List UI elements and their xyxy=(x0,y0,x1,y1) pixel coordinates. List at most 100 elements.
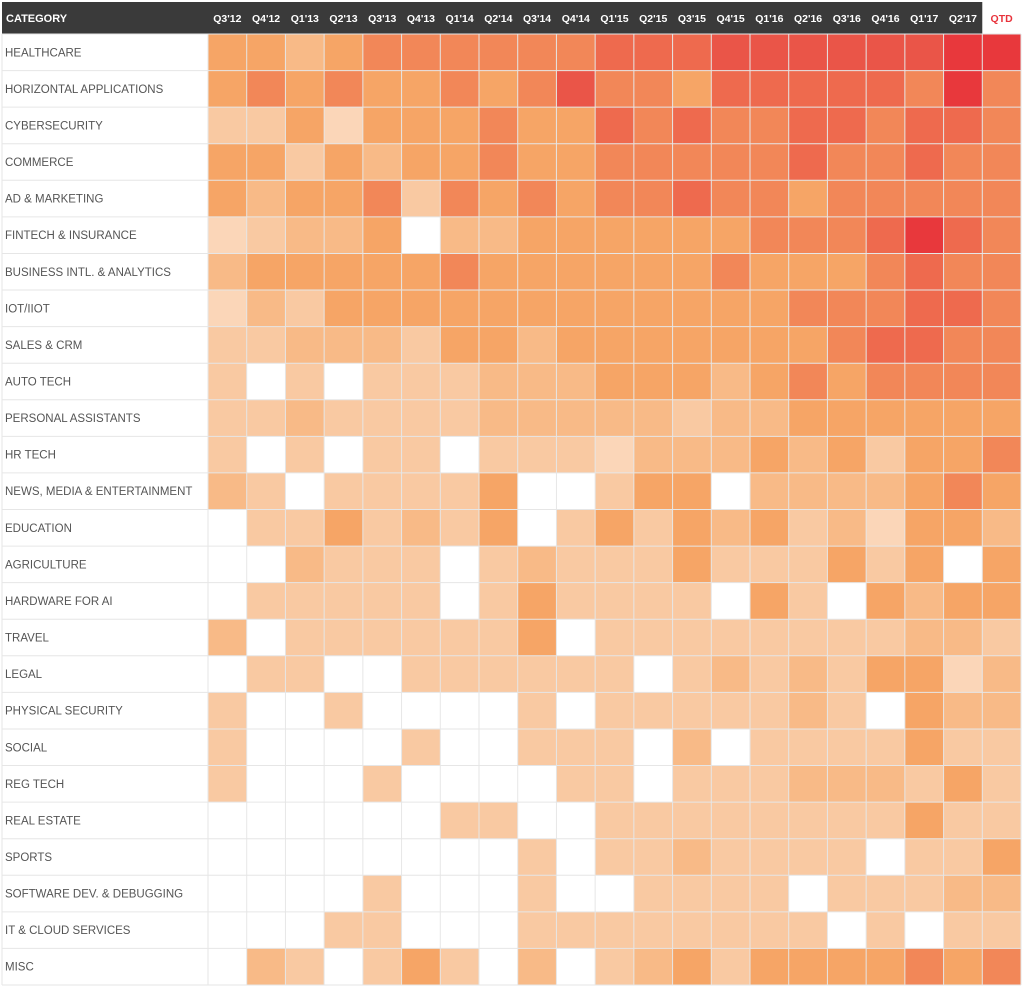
heat-cell xyxy=(711,107,750,144)
heat-cell xyxy=(479,180,518,217)
heat-cell xyxy=(324,655,363,693)
heat-cell xyxy=(324,838,363,876)
heat-cell xyxy=(285,546,325,583)
heat-cell xyxy=(362,546,402,583)
heat-cell xyxy=(904,216,944,254)
row-label-cell xyxy=(2,582,208,620)
heat-cell xyxy=(246,911,286,949)
heat-cell xyxy=(285,107,325,144)
heat-cell xyxy=(517,802,557,839)
heat-cell xyxy=(362,290,402,327)
heat-cell xyxy=(595,363,634,400)
heat-cell xyxy=(982,399,1021,437)
heat-cell xyxy=(943,948,983,985)
heat-cell xyxy=(827,655,867,693)
column-header: Q2'15 xyxy=(639,13,667,25)
row-label-cell xyxy=(2,253,208,291)
heat-cell xyxy=(595,765,634,803)
heat-cell xyxy=(866,765,905,803)
row-label-cell xyxy=(2,765,208,803)
heat-cell xyxy=(943,728,983,766)
heat-cell xyxy=(750,34,789,71)
heat-cell xyxy=(904,582,944,620)
heat-cell xyxy=(672,143,712,181)
heat-cell xyxy=(556,948,596,985)
column-header: Q3'13 xyxy=(368,13,396,25)
heat-cell xyxy=(479,838,518,876)
heat-cell xyxy=(479,582,518,620)
heat-cell xyxy=(750,619,789,656)
row-label: COMMERCE xyxy=(5,157,74,169)
heat-cell xyxy=(711,363,750,400)
heat-cell xyxy=(711,509,750,547)
heat-cell xyxy=(285,728,325,766)
heat-cell xyxy=(285,509,325,547)
row-label-cell xyxy=(2,363,208,400)
heat-cell xyxy=(827,911,867,949)
heat-cell xyxy=(750,875,789,912)
heat-cell xyxy=(440,802,479,839)
heat-cell xyxy=(904,546,944,583)
heat-cell xyxy=(866,875,905,912)
column-header: Q2'14 xyxy=(484,13,512,25)
heat-cell xyxy=(866,253,905,291)
heat-cell xyxy=(285,143,325,181)
heat-cell xyxy=(982,253,1021,291)
heat-cell xyxy=(246,399,286,437)
heat-cell xyxy=(982,70,1021,108)
heat-cell xyxy=(750,765,789,803)
heat-cell xyxy=(672,107,712,144)
heat-cell xyxy=(672,948,712,985)
heat-cell xyxy=(827,875,867,912)
heat-cell xyxy=(595,34,634,71)
qtd-header-cell xyxy=(982,2,1021,34)
row-label-cell xyxy=(2,216,208,254)
heat-cell xyxy=(711,253,750,291)
heat-cell xyxy=(866,34,905,71)
heat-cell xyxy=(324,582,363,620)
heat-cell xyxy=(788,765,828,803)
heat-cell xyxy=(595,619,634,656)
heat-cell xyxy=(556,619,596,656)
heat-cell xyxy=(827,948,867,985)
heat-cell xyxy=(711,546,750,583)
row-label-cell xyxy=(2,692,208,729)
heat-cell xyxy=(401,655,441,693)
heat-cell xyxy=(362,948,402,985)
heat-cell xyxy=(246,655,286,693)
heat-cell xyxy=(440,253,479,291)
heat-cell xyxy=(827,546,867,583)
heat-cell xyxy=(633,948,673,985)
heat-cell xyxy=(982,436,1021,473)
heat-cell xyxy=(595,911,634,949)
heat-cell xyxy=(595,326,634,364)
heat-cell xyxy=(866,948,905,985)
heat-cell xyxy=(633,472,673,510)
heat-cell xyxy=(517,692,557,729)
heat-cell xyxy=(401,838,441,876)
heat-cell xyxy=(711,619,750,656)
heat-cell xyxy=(672,619,712,656)
heat-cell xyxy=(324,875,363,912)
heat-cell xyxy=(556,692,596,729)
heat-cell xyxy=(362,911,402,949)
heat-cell xyxy=(401,253,441,291)
heat-cell xyxy=(633,692,673,729)
heat-cell xyxy=(517,399,557,437)
heat-cell xyxy=(401,180,441,217)
heat-cell xyxy=(982,765,1021,803)
heat-cell xyxy=(517,838,557,876)
heat-cell xyxy=(285,948,325,985)
heat-cell xyxy=(904,875,944,912)
heat-cell xyxy=(401,802,441,839)
heat-cell xyxy=(362,802,402,839)
heat-cell xyxy=(943,765,983,803)
heat-cell xyxy=(633,326,673,364)
heat-cell xyxy=(672,399,712,437)
heat-cell xyxy=(556,180,596,217)
heat-cell xyxy=(285,838,325,876)
heat-cell xyxy=(246,765,286,803)
heat-cell xyxy=(788,180,828,217)
heat-cell xyxy=(285,290,325,327)
row-label-cell xyxy=(2,655,208,693)
